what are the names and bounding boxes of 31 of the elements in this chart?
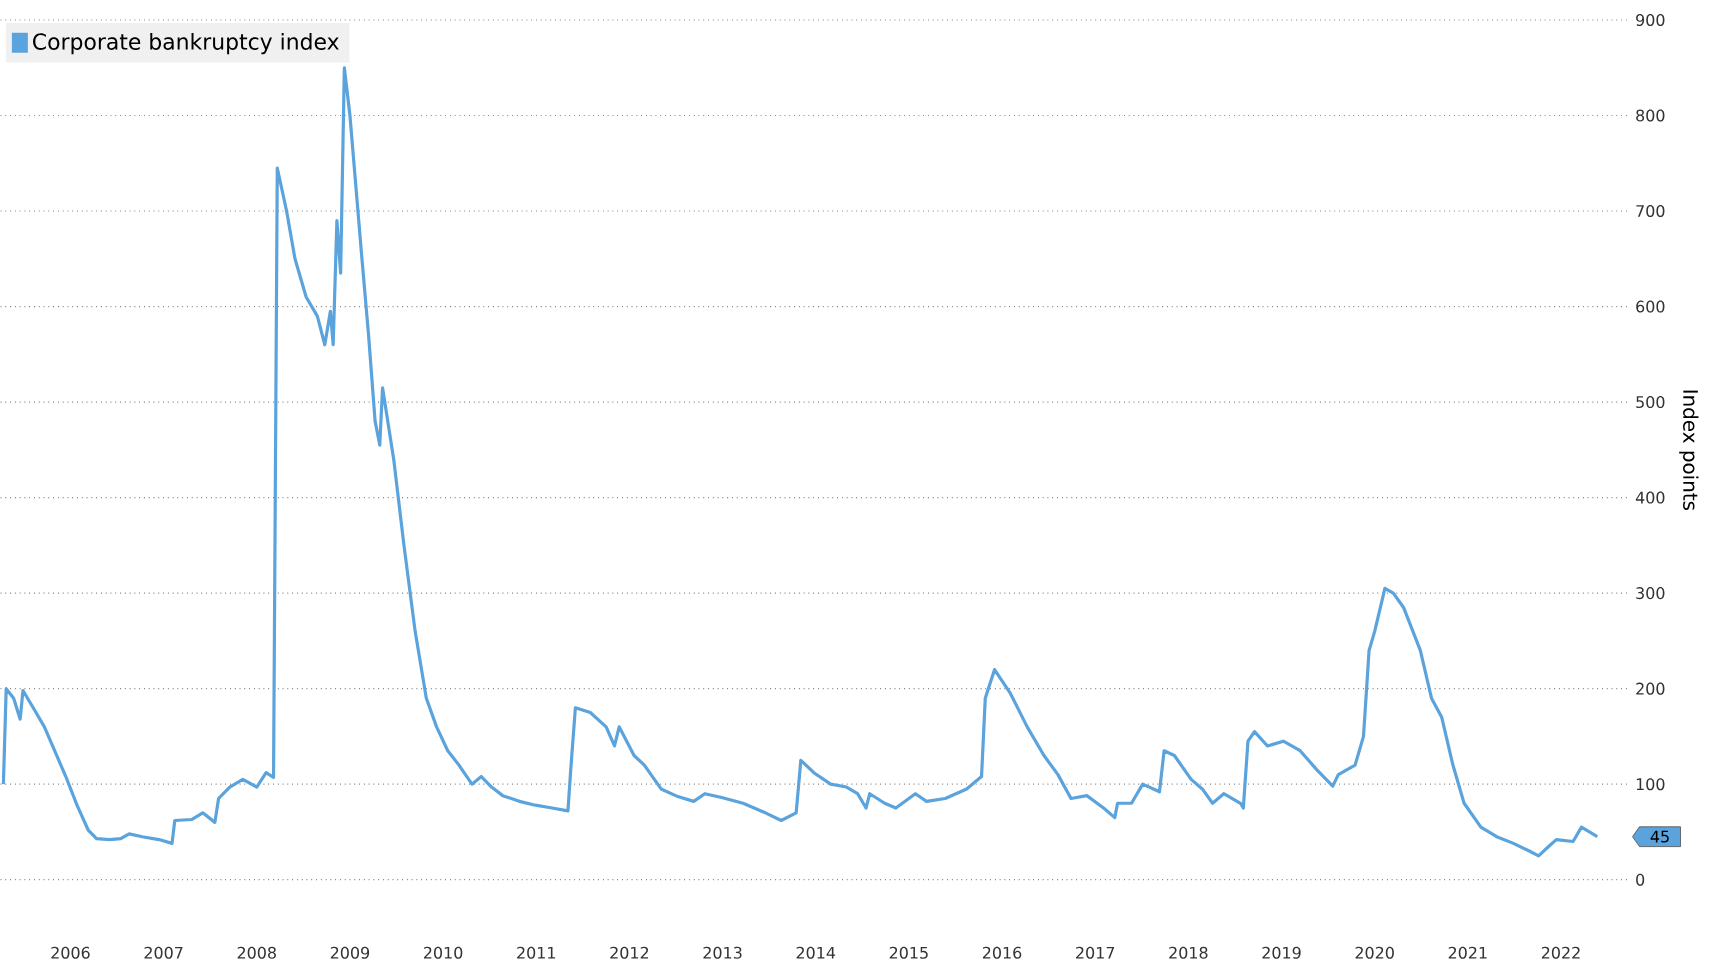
y-tick-label: 700 [1636, 205, 1665, 218]
y-tick-label: 200 [1636, 682, 1665, 695]
x-tick-label: 2017 [1076, 946, 1115, 959]
x-tick-label: 2011 [517, 946, 556, 959]
x-tick-label: 2016 [982, 946, 1022, 959]
y-tick-label: 300 [1636, 587, 1665, 600]
x-tick-label: 2009 [330, 946, 370, 959]
legend-label: Corporate bankruptcy index [33, 33, 339, 55]
text: 45 [1650, 830, 1669, 843]
x-tick-label: 2018 [1169, 946, 1208, 959]
x-tick-label: 2020 [1355, 946, 1394, 959]
y-tick-label: 600 [1636, 300, 1665, 313]
x-tick-label: 2006 [51, 946, 90, 959]
x-tick-label: 2010 [423, 946, 463, 959]
x-tick-label: 2022 [1541, 946, 1580, 959]
y-tick-label: 900 [1636, 14, 1665, 27]
y-tick-label: 400 [1635, 491, 1665, 504]
y-axis-title: Index points [1679, 390, 1699, 511]
x-tick-label: 2007 [144, 946, 183, 959]
y-tick-label: 500 [1636, 396, 1665, 409]
x-tick-label: 2012 [610, 946, 649, 959]
line-series [1, 66, 1599, 858]
y-tick-label: 0 [1636, 873, 1645, 886]
y-tick-label: 100 [1636, 778, 1665, 791]
x-tick-label: 2019 [1262, 946, 1301, 959]
x-tick-label: 2008 [237, 946, 276, 959]
x-tick-label: 2013 [703, 946, 742, 959]
y-tick-label: 800 [1636, 109, 1665, 122]
x-tick-label: 2015 [889, 946, 928, 959]
x-tick-label: 2021 [1448, 946, 1487, 959]
x-tick-label: 2014 [796, 946, 836, 959]
